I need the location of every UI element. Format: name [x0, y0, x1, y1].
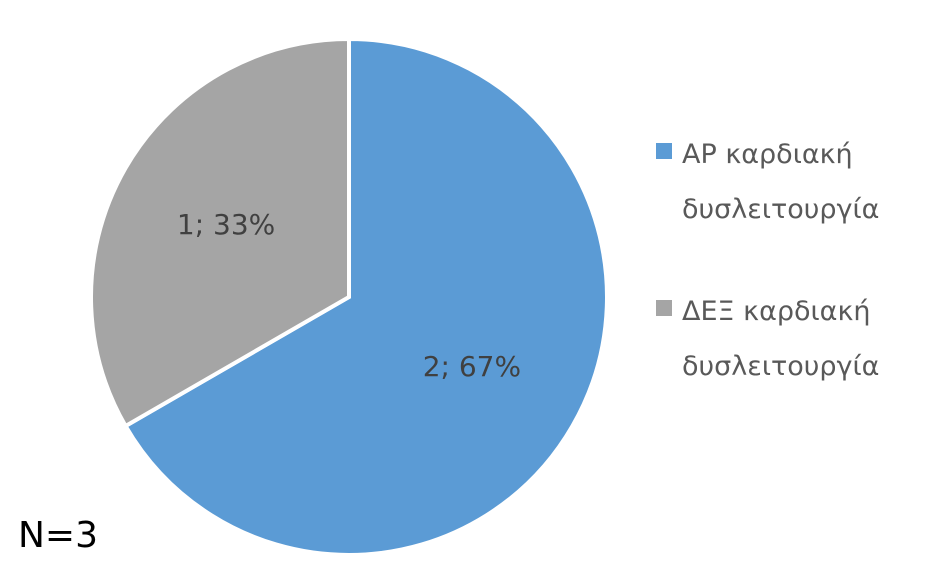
annotation: N=3: [18, 515, 98, 556]
legend-swatch: [656, 143, 672, 159]
pie-slice: [89, 36, 351, 429]
legend-entry: ΑΡ καρδιακή δυσλειτουργία: [656, 127, 942, 237]
legend-swatch: [656, 300, 672, 316]
pie-slice: [122, 36, 609, 557]
data-label: 1; 33%: [177, 208, 275, 241]
data-label: 2; 67%: [423, 350, 521, 383]
legend-label: ΑΡ καρδιακή δυσλειτουργία: [682, 139, 880, 225]
legend-label: ΔΕΞ καρδιακή δυσλειτουργία: [682, 296, 880, 382]
legend-entry: ΔΕΞ καρδιακή δυσλειτουργία: [656, 284, 942, 394]
